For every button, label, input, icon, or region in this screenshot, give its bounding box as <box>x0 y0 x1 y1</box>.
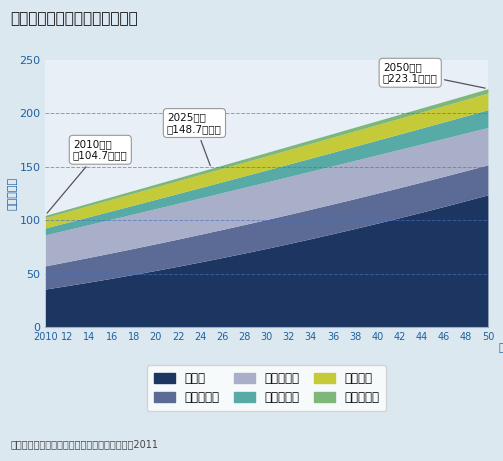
Text: 2050年：
約223.1億トン: 2050年： 約223.1億トン <box>383 62 485 88</box>
Text: 世界の廃棄物発生量の推移予測: 世界の廃棄物発生量の推移予測 <box>10 12 138 27</box>
Text: 資料：田中勝（株式会社廃棄物工学研究所）、2011: 資料：田中勝（株式会社廃棄物工学研究所）、2011 <box>10 439 158 449</box>
Legend: アジア, ヨーロッパ, 北アメリカ, 南アメリカ, アフリカ, オセアニア: アジア, ヨーロッパ, 北アメリカ, 南アメリカ, アフリカ, オセアニア <box>147 365 386 411</box>
Text: 2025年：
約148.7億トン: 2025年： 約148.7億トン <box>167 112 222 165</box>
Text: （年）: （年） <box>499 343 503 353</box>
Text: 2010年：
約104.7億トン: 2010年： 約104.7億トン <box>47 139 128 213</box>
Y-axis label: （億トン）: （億トン） <box>8 177 18 210</box>
